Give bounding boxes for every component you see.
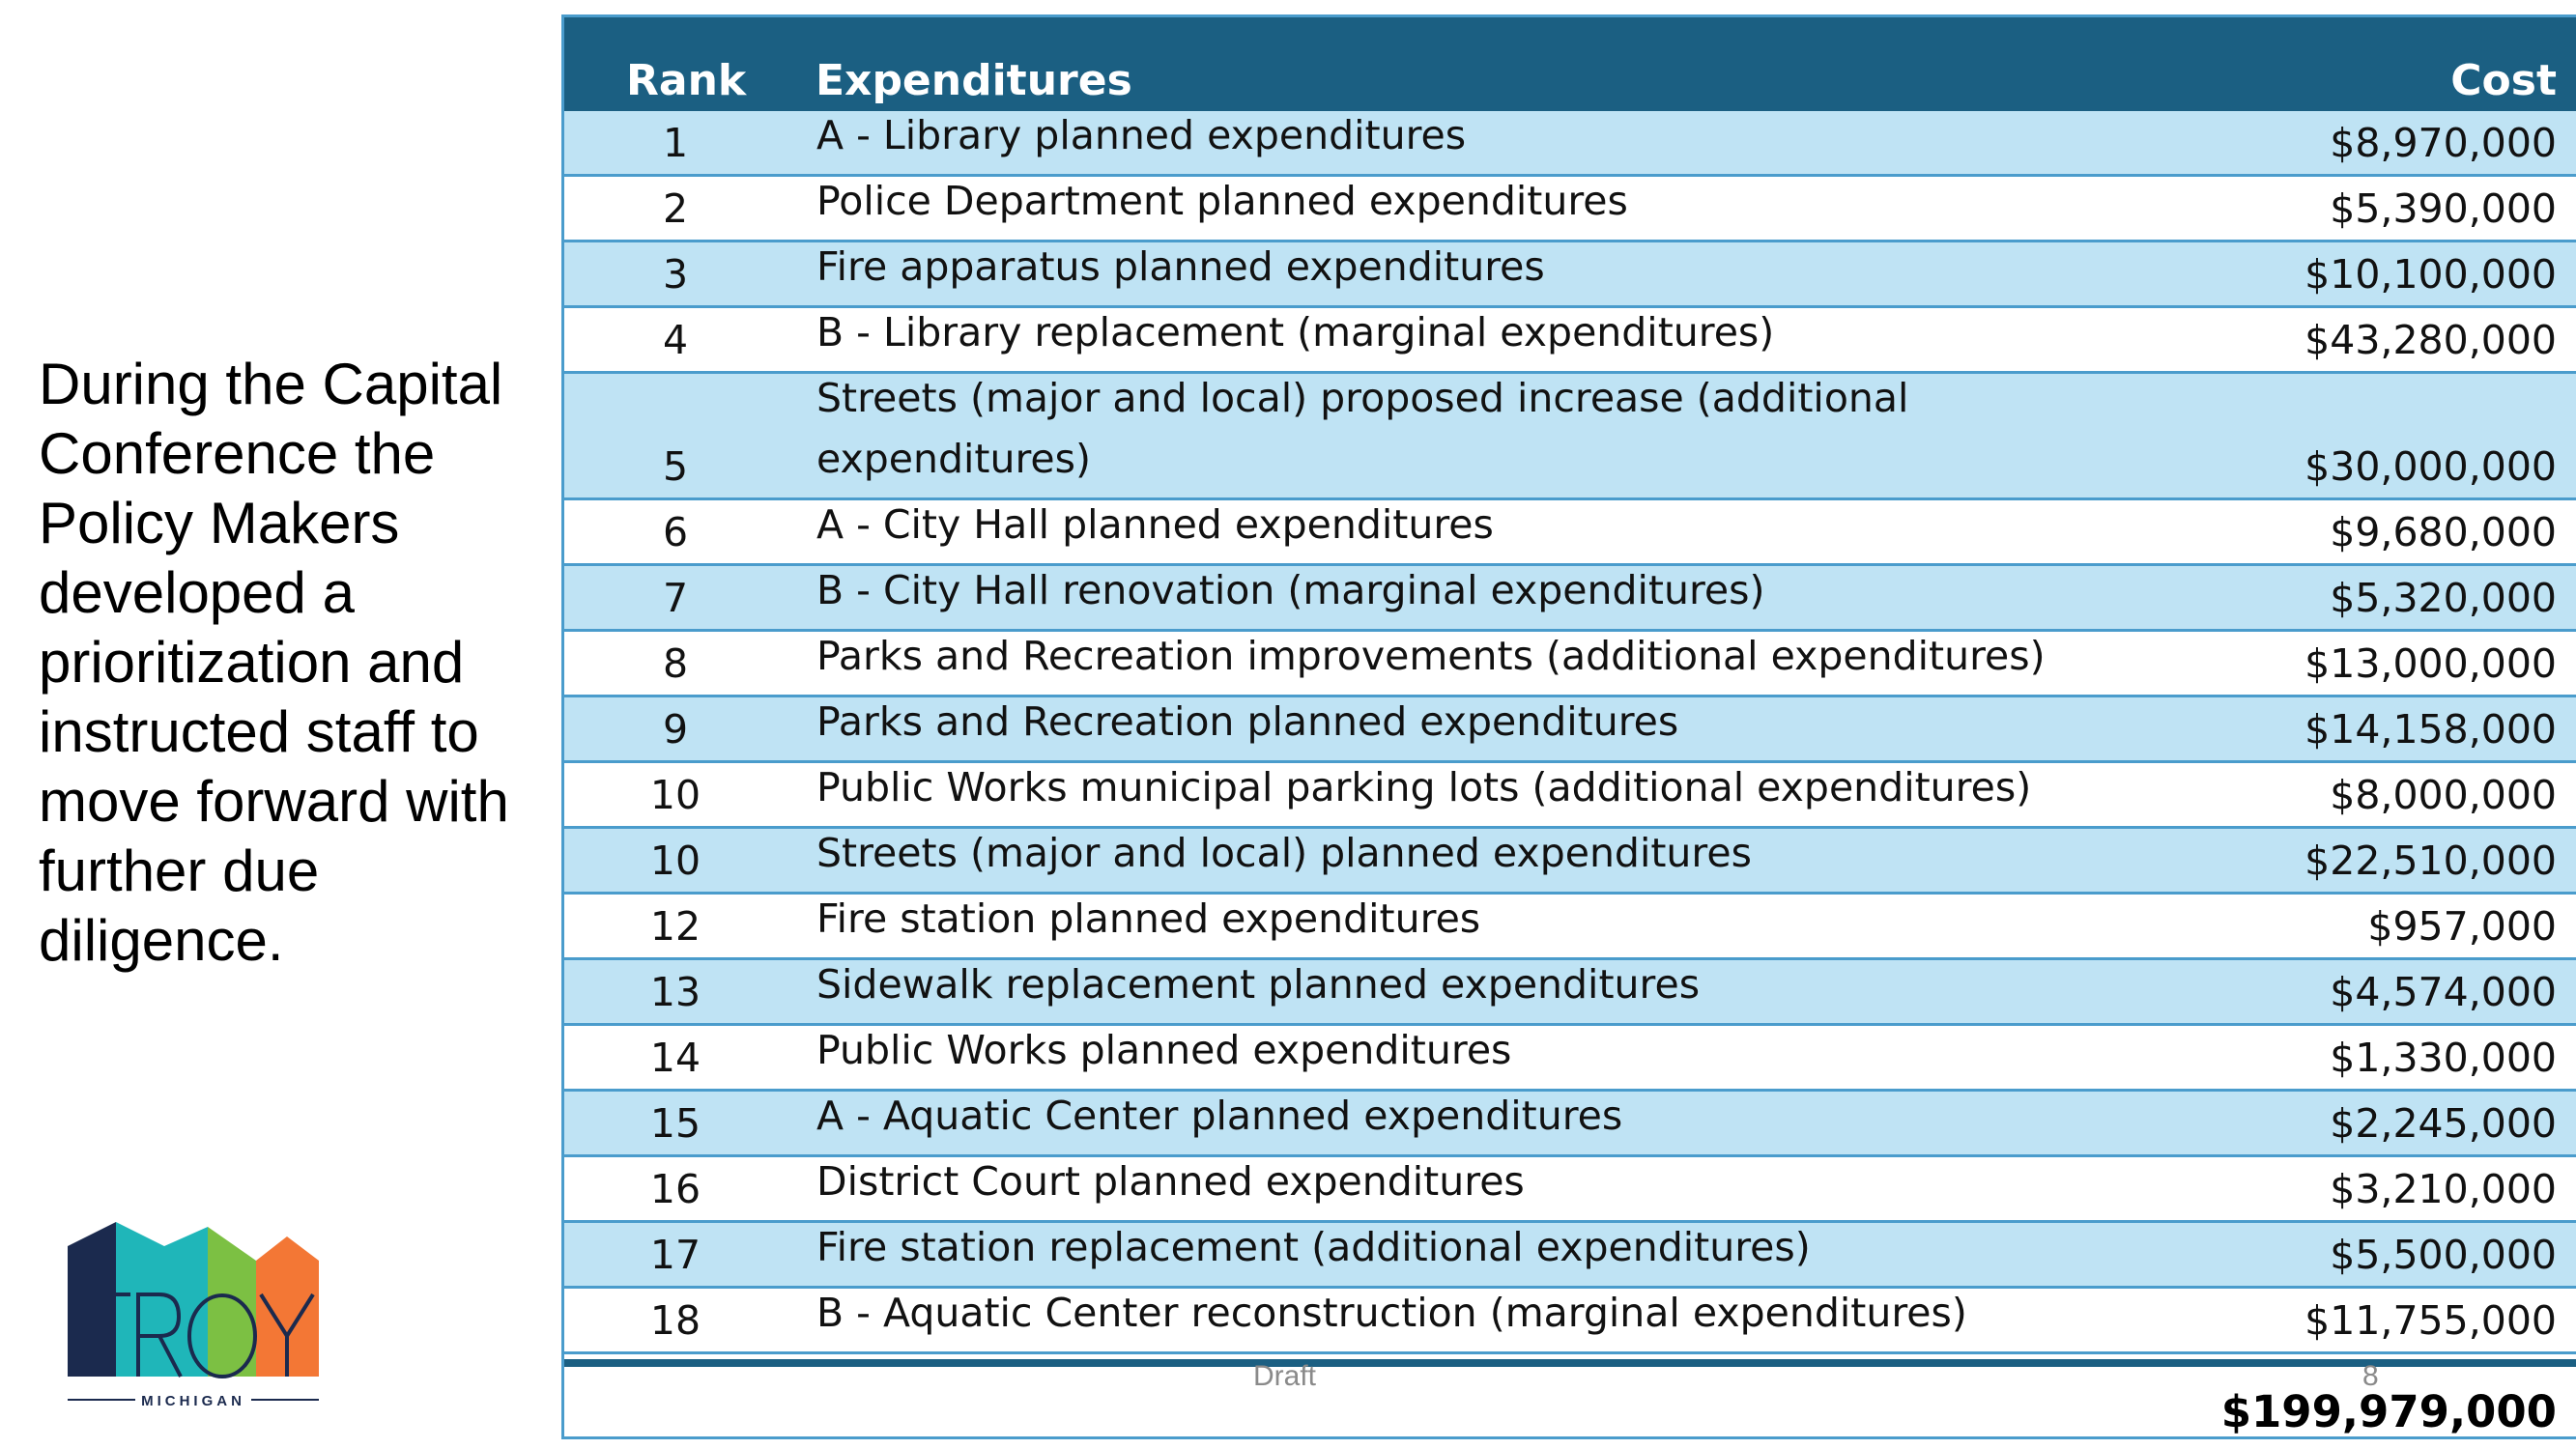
row-expenditure: B - Library replacement (marginal expend… (816, 309, 1775, 355)
page-number: 8 (2362, 1360, 2379, 1392)
row-rank: 6 (662, 509, 689, 555)
row-rank: 7 (662, 575, 689, 621)
row-cost: $13,000,000 (2304, 640, 2557, 687)
table-row: 1 A - Library planned expenditures $8,970,… (564, 111, 2576, 177)
row-rank: 17 (649, 1232, 701, 1278)
table-row: 15 A - Aquatic Center planned expenditure… (564, 1092, 2576, 1157)
header-rank: Rank (626, 56, 747, 105)
row-rank: 1 (662, 120, 689, 166)
row-cost: $4,574,000 (2330, 969, 2557, 1015)
row-rank: 13 (649, 969, 701, 1015)
table-body: 1 A - Library planned expenditures $8,970,… (564, 111, 2576, 1354)
row-cost: $8,000,000 (2330, 772, 2557, 818)
row-expenditure: Parks and Recreation planned expenditure… (816, 698, 1679, 745)
row-cost: $957,000 (2367, 903, 2557, 950)
row-expenditure: District Court planned expenditures (816, 1158, 1525, 1205)
row-expenditure: Sidewalk replacement planned expenditure… (816, 961, 1701, 1008)
row-rank: 14 (649, 1035, 701, 1081)
row-cost: $43,280,000 (2304, 317, 2557, 363)
table-header: Rank Expenditures Cost (564, 17, 2576, 111)
row-cost: $9,680,000 (2330, 509, 2557, 555)
row-cost: $5,500,000 (2330, 1232, 2557, 1278)
row-cost: $22,510,000 (2304, 838, 2557, 884)
row-expenditure: Public Works municipal parking lots (add… (816, 764, 2032, 810)
row-expenditure: Streets (major and local) proposed incre… (816, 375, 1909, 482)
row-rank: 2 (662, 185, 689, 232)
row-rank: 10 (649, 772, 701, 818)
row-expenditure: B - City Hall renovation (marginal expen… (816, 567, 1765, 613)
row-expenditure: Public Works planned expenditures (816, 1027, 1512, 1073)
table-row: 5 Streets (major and local) proposed incr… (564, 374, 2576, 500)
table-row: 9 Parks and Recreation planned expenditur… (564, 697, 2576, 763)
row-rank: 9 (662, 706, 689, 753)
header-expenditures: Expenditures (816, 56, 1132, 105)
troy-logo: MICHIGAN (68, 1222, 319, 1409)
total-cost: $199,979,000 (2220, 1386, 2557, 1437)
row-rank: 18 (649, 1297, 701, 1344)
row-rank: 12 (649, 903, 701, 950)
table-row: 16 District Court planned expenditures $3,… (564, 1157, 2576, 1223)
row-cost: $5,390,000 (2330, 185, 2557, 232)
row-expenditure: A - Library planned expenditures (816, 112, 1467, 158)
row-cost: $8,970,000 (2330, 120, 2557, 166)
row-expenditure: A - Aquatic Center planned expenditures (816, 1093, 1623, 1139)
total-divider (564, 1359, 2576, 1367)
row-expenditure: A - City Hall planned expenditures (816, 501, 1494, 548)
row-cost: $5,320,000 (2330, 575, 2557, 621)
table-row: 3 Fire apparatus planned expenditures $10,… (564, 242, 2576, 308)
row-cost: $10,100,000 (2304, 251, 2557, 298)
table-row: 2 Police Department planned expenditures $… (564, 177, 2576, 242)
description-text: During the Capital Conference the Policy… (39, 352, 509, 973)
row-rank: 16 (649, 1166, 701, 1212)
row-cost: $3,210,000 (2330, 1166, 2557, 1212)
row-expenditure: Police Department planned expenditures (816, 178, 1628, 224)
table-row: 10 Public Works municipal parking lots (a… (564, 763, 2576, 829)
row-cost: $1,330,000 (2330, 1035, 2557, 1081)
row-expenditure: B - Aquatic Center reconstruction (margi… (816, 1290, 1967, 1336)
expenditures-table: Rank Expenditures Cost 1 A - Library plan… (561, 14, 2576, 1439)
row-cost: $30,000,000 (2304, 443, 2557, 490)
row-expenditure: Fire station replacement (additional exp… (816, 1224, 1811, 1270)
row-expenditure: Parks and Recreation improvements (addit… (816, 633, 2046, 679)
row-cost: $14,158,000 (2304, 706, 2557, 753)
table-row: 6 A - City Hall planned expenditures $9,68… (564, 500, 2576, 566)
row-cost: $11,755,000 (2304, 1297, 2557, 1344)
table-row: 7 B - City Hall renovation (marginal expe… (564, 566, 2576, 632)
row-expenditure: Fire apparatus planned expenditures (816, 243, 1545, 290)
row-rank: 8 (662, 640, 689, 687)
table-row: 18 B - Aquatic Center reconstruction (mar… (564, 1289, 2576, 1354)
draft-label: Draft (1253, 1360, 1317, 1392)
total-row: $199,979,000 (564, 1367, 2576, 1439)
row-rank: 5 (662, 443, 689, 490)
header-cost: Cost (2450, 56, 2557, 105)
row-expenditure: Fire station planned expenditures (816, 895, 1481, 942)
row-expenditure: Streets (major and local) planned expend… (816, 830, 1752, 876)
table-row: 8 Parks and Recreation improvements (addi… (564, 632, 2576, 697)
row-cost: $2,245,000 (2330, 1100, 2557, 1147)
row-rank: 4 (662, 317, 689, 363)
logo-subtext: MICHIGAN (141, 1393, 245, 1409)
table-row: 17 Fire station replacement (additional e… (564, 1223, 2576, 1289)
table-row: 12 Fire station planned expenditures $957,… (564, 895, 2576, 960)
table-row: 4 B - Library replacement (marginal expen… (564, 308, 2576, 374)
row-rank: 15 (649, 1100, 701, 1147)
table-row: 10 Streets (major and local) planned expe… (564, 829, 2576, 895)
row-rank: 10 (649, 838, 701, 884)
row-rank: 3 (662, 251, 689, 298)
table-row: 13 Sidewalk replacement planned expenditu… (564, 960, 2576, 1026)
table-row: 14 Public Works planned expenditures $1,33… (564, 1026, 2576, 1092)
